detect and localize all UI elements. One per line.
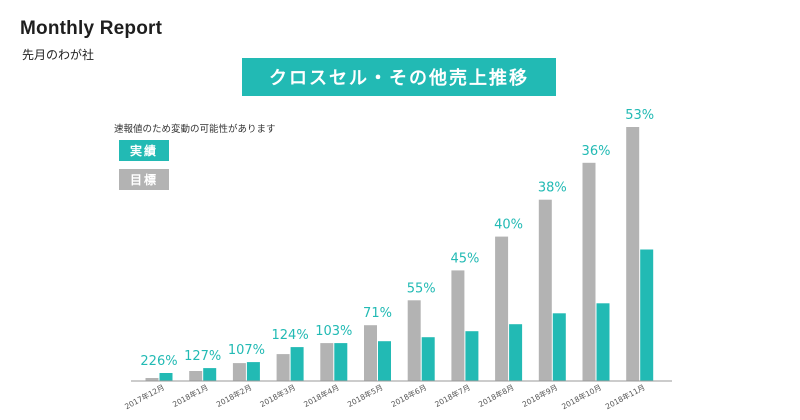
target-bar — [189, 371, 203, 381]
achievement-rate-label: 71% — [363, 306, 392, 321]
actual-bar — [421, 337, 435, 381]
x-tick-label: 2018年6月 — [389, 382, 428, 409]
target-bar — [364, 325, 377, 381]
actual-bar — [290, 347, 304, 381]
x-tick-label: 2018年2月 — [214, 382, 253, 409]
achievement-rate-label: 103% — [315, 324, 352, 339]
achievement-rate-label: 124% — [272, 328, 309, 343]
x-tick-label: 2018年1月 — [171, 382, 210, 409]
achievement-rate-label: 38% — [538, 181, 567, 196]
achievement-rate-label: 127% — [184, 349, 221, 364]
x-tick-label: 2018年11月 — [603, 382, 646, 411]
report-subtitle: 先月のわが社 — [22, 48, 95, 62]
actual-bar — [640, 249, 654, 381]
actual-bar — [159, 373, 173, 381]
x-tick-label: 2018年5月 — [345, 382, 384, 409]
target-bar — [582, 162, 596, 381]
achievement-rate-label: 36% — [582, 144, 611, 159]
actual-bar — [509, 324, 523, 381]
target-bar — [538, 199, 552, 381]
legend-target: 目標 — [119, 169, 169, 190]
x-tick-label: 2017年12月 — [123, 382, 166, 411]
target-bar — [276, 354, 290, 381]
tick-labels-group: 2017年12月 2018年1月 2018年2月 2018年3月 2018年4月 2018… — [123, 382, 647, 411]
target-bar — [626, 127, 640, 381]
achievement-rate-label: 53% — [625, 108, 654, 123]
target-bar — [320, 343, 334, 381]
actual-bar — [465, 331, 479, 381]
x-tick-label: 2018年7月 — [433, 382, 472, 409]
x-tick-label: 2018年8月 — [477, 382, 516, 409]
actual-bar — [203, 368, 217, 381]
target-bar — [451, 270, 465, 381]
x-tick-label: 2018年3月 — [258, 382, 297, 409]
target-bar — [495, 236, 509, 381]
x-tick-label: 2018年4月 — [302, 382, 341, 409]
target-bar — [232, 363, 246, 381]
actual-bar — [378, 341, 391, 381]
achievement-rate-label: 107% — [228, 343, 265, 358]
legend-actual: 実績 — [119, 140, 169, 161]
actual-bar — [596, 303, 610, 381]
chart-title-banner: クロスセル・その他売上推移 — [242, 58, 556, 96]
report-title: Monthly Report — [20, 18, 163, 39]
x-tick-label: 2018年10月 — [560, 382, 603, 411]
actual-bar — [334, 343, 348, 381]
achievement-rate-label: 55% — [407, 281, 436, 296]
x-tick-label: 2018年9月 — [520, 382, 559, 409]
achievement-rate-label: 226% — [140, 354, 177, 369]
target-bar — [407, 300, 421, 381]
bars-group — [145, 127, 654, 381]
labels-group: 226% 127% 107% 124% 103% 71% 55% 45% 40% 38% 36% 53… — [140, 108, 654, 369]
actual-bar — [552, 313, 566, 381]
target-bar — [145, 378, 159, 381]
achievement-rate-label: 45% — [450, 251, 479, 266]
achievement-rate-label: 40% — [494, 218, 523, 233]
actual-bar — [246, 362, 260, 381]
preliminary-note: 速報値のため変動の可能性があります — [114, 124, 276, 135]
